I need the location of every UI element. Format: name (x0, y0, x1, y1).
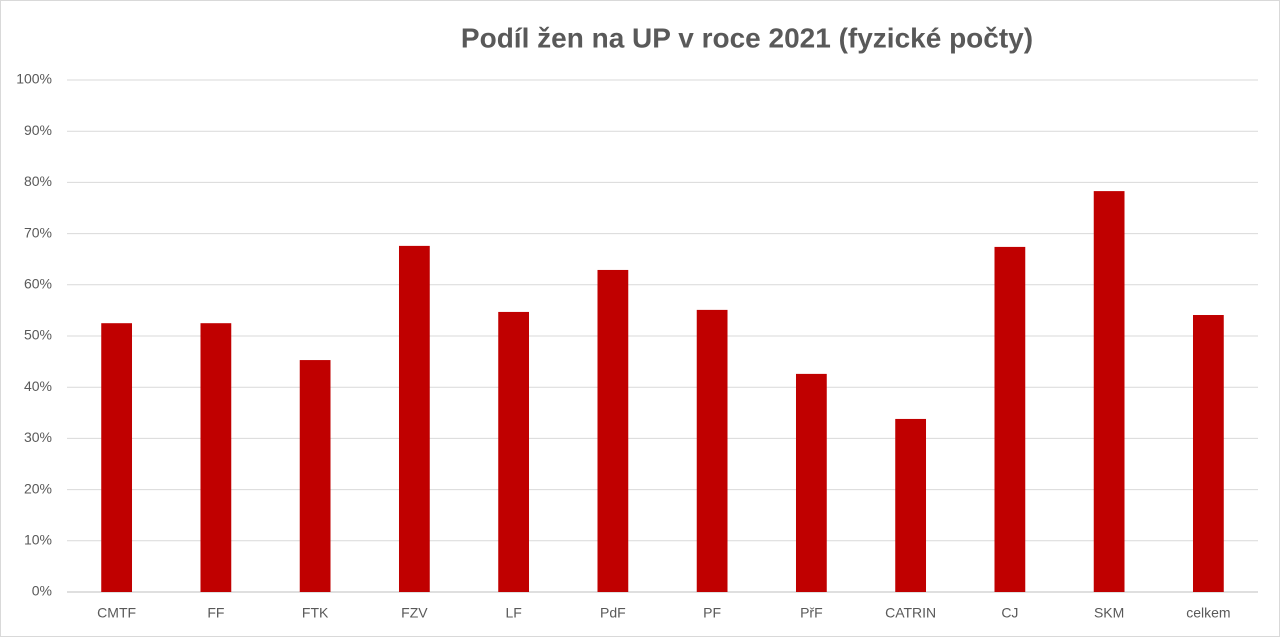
x-tick-label: PřF (800, 605, 823, 621)
bar (597, 269, 629, 592)
y-tick-label: 20% (24, 480, 52, 496)
y-tick-label: 80% (24, 173, 52, 189)
y-tick-label: 40% (24, 378, 52, 394)
bar (795, 373, 827, 592)
chart-title: Podíl žen na UP v roce 2021 (fyzické poč… (461, 22, 1033, 53)
y-tick-label: 100% (16, 71, 52, 87)
x-tick-label: CATRIN (885, 605, 936, 621)
bar (1093, 191, 1125, 592)
x-tick-label: FTK (302, 605, 329, 621)
bar (1192, 315, 1224, 592)
x-tick-label: PdF (600, 605, 626, 621)
bar (299, 360, 331, 592)
y-tick-label: 30% (24, 429, 52, 445)
x-tick-label: LF (505, 605, 521, 621)
bar (696, 309, 728, 592)
x-tick-label: FF (207, 605, 224, 621)
x-tick-label: CJ (1001, 605, 1018, 621)
y-tick-label: 60% (24, 276, 52, 292)
bar (895, 418, 927, 592)
x-tick-label: PF (703, 605, 721, 621)
x-tick-label: celkem (1186, 605, 1230, 621)
y-tick-label: 90% (24, 122, 52, 138)
x-tick-label: FZV (401, 605, 428, 621)
x-tick-label: CMTF (97, 605, 136, 621)
y-tick-label: 50% (24, 327, 52, 343)
x-tick-label: SKM (1094, 605, 1124, 621)
y-tick-label: 70% (24, 224, 52, 240)
bar (498, 311, 530, 592)
y-tick-label: 10% (24, 532, 52, 548)
bar (994, 246, 1026, 593)
y-tick-label: 0% (32, 583, 52, 599)
bar (200, 323, 232, 592)
bar (398, 245, 430, 592)
bar (101, 323, 133, 592)
